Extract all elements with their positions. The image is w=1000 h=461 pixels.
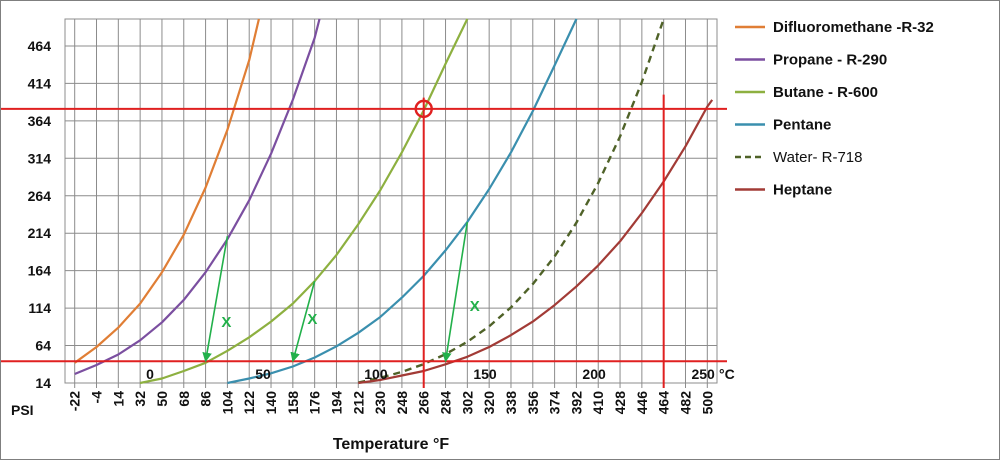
annotation-x-label: X bbox=[221, 314, 231, 331]
x-tick-label: 428 bbox=[612, 391, 628, 415]
x-tick-label: 50 bbox=[154, 391, 170, 407]
celsius-label: 0 bbox=[146, 366, 154, 382]
celsius-label: 100 bbox=[364, 366, 388, 382]
x-tick-label: 194 bbox=[328, 391, 344, 415]
x-tick-label: 446 bbox=[634, 391, 650, 415]
y-tick-label: 214 bbox=[28, 225, 52, 241]
series-line-propane-r-290 bbox=[74, 18, 321, 376]
y-tick-label: 14 bbox=[35, 375, 51, 391]
x-tick-label: 104 bbox=[219, 391, 235, 415]
celsius-label: 50 bbox=[255, 366, 271, 382]
x-tick-label: 14 bbox=[110, 391, 126, 407]
x-tick-label: 320 bbox=[481, 391, 497, 415]
green-arrow bbox=[442, 221, 469, 363]
legend-entry-label: Butane - R-600 bbox=[773, 84, 878, 101]
x-tick-label: 284 bbox=[438, 391, 454, 415]
series-line-heptane bbox=[358, 99, 714, 385]
annotation-x-label: X bbox=[470, 298, 480, 315]
psi-unit-label: PSI bbox=[11, 402, 34, 418]
intersection-marker-circle bbox=[414, 99, 433, 119]
x-tick-label: 122 bbox=[241, 391, 257, 415]
y-tick-label: 164 bbox=[28, 263, 52, 279]
y-tick-label: 414 bbox=[28, 75, 52, 91]
y-tick-label: 364 bbox=[28, 113, 52, 129]
x-axis-title: Temperature °F bbox=[333, 436, 450, 453]
series-line-difluoromethane-r-32 bbox=[74, 18, 260, 364]
y-tick-label: 64 bbox=[35, 338, 51, 354]
y-tick-label: 314 bbox=[28, 150, 52, 166]
legend-entry-label: Propane - R-290 bbox=[773, 52, 887, 69]
x-tick-label: 266 bbox=[416, 391, 432, 415]
celsius-unit-label: °C bbox=[719, 366, 735, 382]
x-tick-label: 176 bbox=[307, 391, 323, 415]
x-tick-label: 230 bbox=[372, 391, 388, 415]
annotation-x-label: X bbox=[307, 311, 317, 328]
x-tick-label: 464 bbox=[656, 391, 672, 415]
x-tick-label: 140 bbox=[263, 391, 279, 415]
x-tick-label: 500 bbox=[699, 391, 715, 415]
x-tick-label: -22 bbox=[67, 391, 83, 411]
green-arrow bbox=[290, 280, 316, 363]
x-tick-label: 392 bbox=[568, 391, 584, 415]
celsius-label: 150 bbox=[473, 366, 497, 382]
x-tick-label: 32 bbox=[132, 391, 148, 407]
x-tick-label: 212 bbox=[350, 391, 366, 415]
green-arrow bbox=[202, 236, 229, 363]
x-tick-label: 302 bbox=[459, 391, 475, 415]
x-tick-label: 86 bbox=[198, 391, 214, 407]
series-line-butane-r-600 bbox=[139, 18, 469, 385]
x-tick-label: 338 bbox=[503, 391, 519, 415]
x-tick-label: 410 bbox=[590, 391, 606, 415]
celsius-label: 200 bbox=[582, 366, 606, 382]
plot-area bbox=[64, 18, 718, 384]
x-tick-label: 68 bbox=[176, 391, 192, 407]
legend-entry-label: Heptane bbox=[773, 182, 832, 199]
y-tick-label: 464 bbox=[28, 38, 52, 54]
celsius-label: 250 bbox=[691, 366, 715, 382]
y-tick-label: 264 bbox=[28, 188, 52, 204]
legend-entry-label: Pentane bbox=[773, 117, 831, 134]
series-line-pentane bbox=[227, 18, 578, 385]
x-tick-label: 158 bbox=[285, 391, 301, 415]
x-tick-label: 374 bbox=[547, 391, 563, 415]
legend-entry-label: Water- R-718 bbox=[773, 149, 862, 166]
x-tick-label: 248 bbox=[394, 391, 410, 415]
x-tick-label: -4 bbox=[89, 391, 105, 404]
series-line-water-r-718 bbox=[358, 18, 665, 384]
y-tick-label: 114 bbox=[28, 300, 51, 316]
x-tick-label: 482 bbox=[677, 391, 693, 415]
legend-entry-label: Difluoromethane -R-32 bbox=[773, 19, 934, 36]
x-tick-label: 356 bbox=[525, 391, 541, 415]
